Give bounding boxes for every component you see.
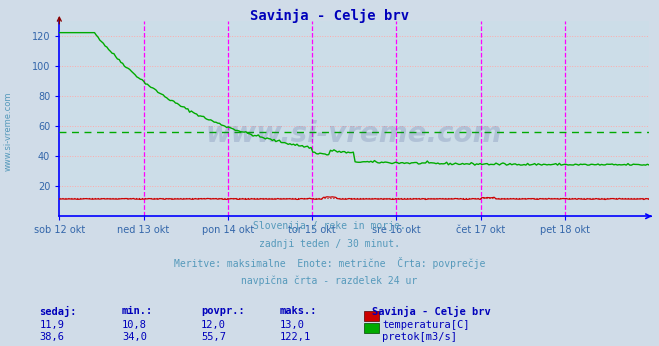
Text: www.si-vreme.com: www.si-vreme.com	[206, 120, 502, 148]
Text: sedaj:: sedaj:	[40, 306, 77, 317]
Text: Savinja - Celje brv: Savinja - Celje brv	[372, 306, 491, 317]
Text: navpična črta - razdelek 24 ur: navpična črta - razdelek 24 ur	[241, 275, 418, 286]
Text: 10,8: 10,8	[122, 320, 147, 330]
Text: temperatura[C]: temperatura[C]	[382, 320, 470, 330]
Text: zadnji teden / 30 minut.: zadnji teden / 30 minut.	[259, 239, 400, 249]
Text: pretok[m3/s]: pretok[m3/s]	[382, 332, 457, 342]
Text: min.:: min.:	[122, 306, 153, 316]
Text: 13,0: 13,0	[280, 320, 305, 330]
Text: 34,0: 34,0	[122, 332, 147, 342]
Text: Meritve: maksimalne  Enote: metrične  Črta: povprečje: Meritve: maksimalne Enote: metrične Črta…	[174, 257, 485, 270]
Text: maks.:: maks.:	[280, 306, 318, 316]
Text: 12,0: 12,0	[201, 320, 226, 330]
Text: 11,9: 11,9	[40, 320, 65, 330]
Text: Savinja - Celje brv: Savinja - Celje brv	[250, 9, 409, 23]
Text: 55,7: 55,7	[201, 332, 226, 342]
Text: povpr.:: povpr.:	[201, 306, 244, 316]
Text: 122,1: 122,1	[280, 332, 311, 342]
Text: Slovenija / reke in morje.: Slovenija / reke in morje.	[253, 221, 406, 231]
Text: www.si-vreme.com: www.si-vreme.com	[3, 92, 13, 171]
Text: 38,6: 38,6	[40, 332, 65, 342]
